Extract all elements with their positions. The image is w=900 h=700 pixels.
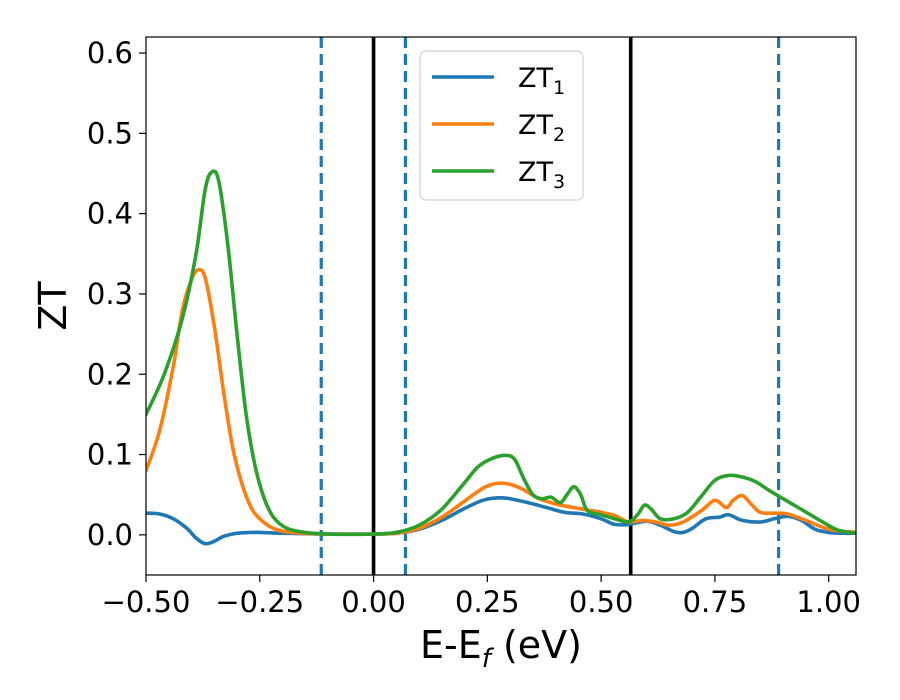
x-tick-label: 0.75 (683, 585, 748, 619)
reference-lines (319, 37, 781, 575)
x-tick-label: 0.50 (569, 585, 634, 619)
x-tick-label: −0.25 (215, 585, 304, 619)
legend-label-zt3: ZT3 (518, 157, 565, 193)
legend-label-zt2: ZT2 (518, 110, 565, 146)
legend: ZT1 ZT2 ZT3 (419, 50, 584, 201)
y-tick-label: 0.6 (87, 36, 133, 70)
series-lines (146, 169, 856, 546)
y-tick-label: 0.5 (87, 116, 133, 150)
legend-label-zt1: ZT1 (518, 63, 565, 99)
legend-box (419, 50, 584, 201)
series-line-zt1 (146, 496, 856, 546)
y-tick-label: 0.0 (87, 518, 133, 552)
series-line-zt2 (146, 267, 856, 537)
plot-frame (145, 36, 857, 576)
x-tick-label: 1.00 (796, 585, 861, 619)
y-tick-label: 0.1 (87, 438, 133, 472)
x-axis: −0.50 −0.25 0.00 0.25 0.50 0.75 1.00 (102, 575, 861, 619)
x-tick-label: 0.00 (341, 585, 406, 619)
x-axis-label: E-Ef (eV) (420, 623, 582, 674)
y-tick-label: 0.2 (87, 357, 133, 391)
y-tick-label: 0.4 (87, 197, 133, 231)
x-tick-label: −0.50 (102, 585, 191, 619)
x-tick-label: 0.25 (455, 585, 520, 619)
series-line-zt3 (146, 169, 856, 537)
x-axis-label-unit: (eV) (491, 623, 582, 667)
y-tick-label: 0.3 (87, 277, 133, 311)
y-axis-label: ZT (31, 281, 75, 331)
y-axis: 0.0 0.1 0.2 0.3 0.4 0.5 0.6 (87, 36, 146, 552)
